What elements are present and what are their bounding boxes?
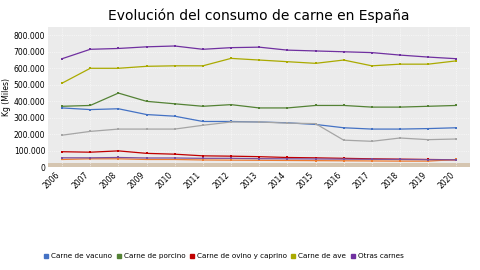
Title: Evolución del consumo de carne en España: Evolución del consumo de carne en España [108, 9, 410, 23]
Y-axis label: Kg (Miles): Kg (Miles) [2, 78, 11, 116]
Bar [48, 163, 470, 167]
